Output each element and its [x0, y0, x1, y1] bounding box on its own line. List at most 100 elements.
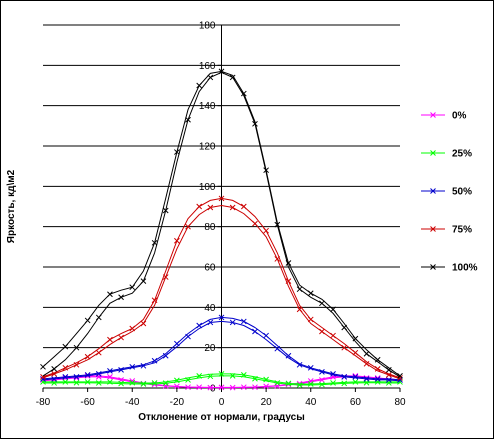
data-point — [207, 384, 214, 391]
data-point — [229, 74, 236, 81]
data-point — [430, 264, 436, 270]
data-point — [285, 380, 292, 387]
y-tick-label: 60 — [204, 263, 216, 274]
y-tick-label: 0 — [210, 384, 216, 395]
legend-item: 100% — [421, 263, 478, 274]
series-2 — [40, 314, 403, 383]
x-tick-label: 0 — [219, 397, 225, 408]
y-tick-label: 160 — [199, 61, 216, 72]
data-point — [185, 384, 191, 391]
data-point — [185, 377, 191, 383]
data-point — [207, 204, 214, 211]
data-point — [73, 344, 80, 351]
data-point — [330, 306, 336, 313]
data-point — [118, 380, 124, 387]
data-point — [84, 379, 91, 385]
data-point — [285, 352, 292, 359]
data-point — [95, 349, 102, 356]
series-line — [42, 71, 401, 378]
data-point — [397, 373, 403, 379]
data-point — [252, 375, 258, 382]
y-tick-label: 20 — [204, 343, 216, 354]
series-1 — [40, 371, 403, 388]
x-tick-label: -80 — [36, 397, 51, 408]
data-point — [229, 319, 236, 326]
data-point — [129, 284, 136, 291]
data-point — [319, 381, 325, 388]
data-point — [374, 365, 381, 372]
data-point — [185, 116, 191, 123]
data-point — [385, 366, 392, 373]
x-tick-label: 60 — [350, 397, 362, 408]
data-point — [240, 203, 247, 210]
data-point — [330, 332, 336, 339]
legend: 0% 25% 50% 75% 100% — [421, 111, 478, 274]
data-point — [430, 112, 436, 118]
data-point — [162, 352, 169, 359]
data-point — [196, 203, 203, 210]
data-point — [307, 381, 314, 387]
data-point — [252, 220, 258, 227]
data-point — [196, 82, 203, 89]
data-point — [229, 204, 236, 211]
data-point — [374, 356, 381, 363]
data-point — [319, 300, 325, 307]
data-point — [207, 373, 214, 380]
x-tick-label: 40 — [305, 397, 317, 408]
data-point — [107, 291, 113, 298]
legend-label: 50% — [452, 187, 472, 198]
series-line — [42, 320, 401, 382]
y-tick-label: 180 — [199, 21, 216, 32]
data-point — [319, 369, 325, 375]
data-point — [229, 384, 236, 391]
data-point — [252, 120, 258, 127]
data-point — [307, 290, 314, 297]
data-point — [51, 376, 58, 382]
y-tick-label: 120 — [199, 142, 216, 153]
data-point — [363, 360, 370, 367]
x-axis-title: Отклонение от нормали, градусы — [138, 412, 305, 423]
data-point — [218, 195, 225, 202]
data-point — [296, 286, 303, 293]
x-tick-label: -20 — [170, 397, 185, 408]
data-point — [363, 350, 370, 357]
axis-ticks: 0 20 40 60 80 100 120 140 160 180 -80 -60 -40 -20 0 20 4… — [36, 21, 406, 409]
data-point — [151, 357, 158, 364]
data-point — [73, 379, 80, 386]
y-tick-label: 100 — [199, 182, 216, 193]
x-tick-label: 80 — [394, 397, 406, 408]
data-point — [95, 314, 102, 321]
data-point — [296, 382, 303, 388]
series-line — [42, 204, 401, 380]
data-point — [62, 343, 69, 350]
data-point — [174, 237, 180, 244]
y-axis-title: Яркость, кд\м2 — [6, 169, 17, 243]
legend-item: 25% — [421, 149, 472, 160]
data-point — [73, 374, 80, 380]
data-point — [341, 324, 348, 331]
data-point — [62, 379, 69, 385]
data-point — [140, 362, 147, 369]
data-point — [207, 74, 214, 81]
data-point — [162, 207, 169, 214]
y-tick-label: 140 — [199, 101, 216, 112]
data-point — [51, 371, 58, 377]
data-point — [274, 256, 281, 262]
x-tick-label: -60 — [80, 397, 95, 408]
data-point — [40, 363, 46, 370]
legend-label: 0% — [452, 111, 467, 122]
series-4 — [40, 68, 403, 379]
series-3 — [40, 195, 403, 381]
data-point — [174, 149, 180, 155]
legend-label: 75% — [452, 225, 472, 236]
x-tick-label: -40 — [125, 397, 140, 408]
y-tick-label: 40 — [204, 303, 216, 314]
data-point — [162, 380, 169, 387]
data-point — [374, 376, 381, 382]
data-point — [352, 379, 359, 385]
data-point — [207, 319, 214, 326]
y-tick-label: 80 — [204, 222, 216, 233]
data-point — [240, 90, 247, 97]
